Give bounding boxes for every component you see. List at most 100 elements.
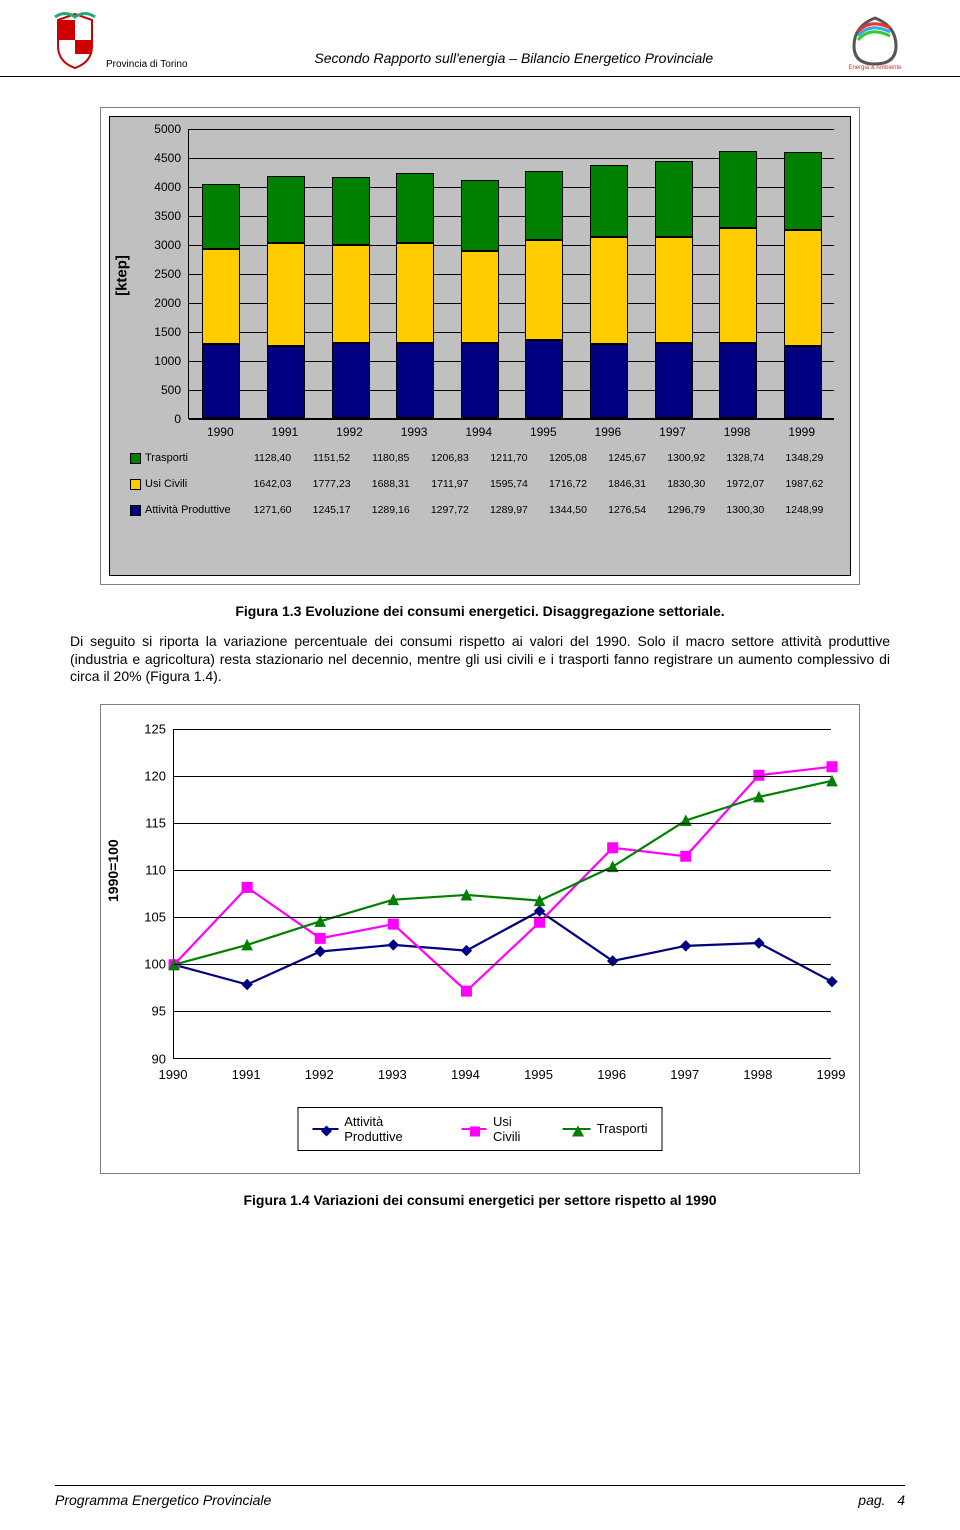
chart1-xtick: 1993 bbox=[389, 425, 439, 439]
legend2-marker-icon bbox=[321, 1124, 330, 1133]
bar-segment bbox=[461, 180, 499, 250]
chart1-ylabel: [ktep] bbox=[114, 255, 131, 296]
chart2-xtick: 1994 bbox=[435, 1067, 495, 1082]
chart2-xtick: 1992 bbox=[289, 1067, 349, 1082]
legend2-item: Trasporti bbox=[563, 1114, 648, 1144]
datatable-cell: 1300,30 bbox=[716, 504, 775, 516]
caption2: Figura 1.4 Variazioni dei consumi energe… bbox=[0, 1192, 960, 1208]
chart2-frame: 1990=100 9095100105110115120125 Attività… bbox=[100, 704, 860, 1174]
series-marker bbox=[388, 939, 398, 949]
bar-column bbox=[784, 152, 822, 418]
bar-segment bbox=[525, 171, 563, 241]
series-marker bbox=[681, 940, 691, 950]
legend-swatch bbox=[130, 453, 141, 464]
bar-segment bbox=[267, 176, 305, 243]
bar-segment bbox=[784, 230, 822, 345]
series-marker bbox=[827, 761, 837, 771]
bar-segment bbox=[267, 243, 305, 346]
chart2-xtick: 1990 bbox=[143, 1067, 203, 1082]
datatable-row: Attività Produttive1271,601245,171289,16… bbox=[130, 497, 834, 523]
datatable-row: Usi Civili1642,031777,231688,311711,9715… bbox=[130, 471, 834, 497]
chart2-xtick: 1993 bbox=[362, 1067, 422, 1082]
bar-segment bbox=[719, 151, 757, 228]
datatable-cell: 1642,03 bbox=[243, 478, 302, 490]
stacked-bar-chart: [ktep] 050010001500200025003000350040004… bbox=[109, 116, 851, 576]
chart2-xtick: 1998 bbox=[728, 1067, 788, 1082]
datatable-cell: 1297,72 bbox=[420, 504, 479, 516]
bar-segment bbox=[332, 177, 370, 245]
bar-segment bbox=[655, 237, 693, 343]
chart2-xtick: 1996 bbox=[582, 1067, 642, 1082]
chart1-xtick: 1994 bbox=[454, 425, 504, 439]
legend-swatch bbox=[130, 505, 141, 516]
datatable-cell: 1328,74 bbox=[716, 452, 775, 464]
datatable-cell: 1289,97 bbox=[479, 504, 538, 516]
datatable-cell: 1595,74 bbox=[479, 478, 538, 490]
chart1-xtick: 1996 bbox=[583, 425, 633, 439]
bar-column bbox=[590, 165, 628, 418]
bar-column bbox=[655, 161, 693, 418]
chart1-xtick: 1992 bbox=[325, 425, 375, 439]
svg-text:Energia & Ambiente: Energia & Ambiente bbox=[848, 65, 902, 71]
page-header: Provincia di Torino Secondo Rapporto sul… bbox=[0, 0, 960, 77]
datatable-cell: 1245,17 bbox=[302, 504, 361, 516]
datatable-cell: 1348,29 bbox=[775, 452, 834, 464]
legend2-line bbox=[313, 1128, 339, 1130]
legend-label: Trasporti bbox=[145, 452, 188, 464]
series-marker bbox=[315, 946, 325, 956]
bar-segment bbox=[461, 343, 499, 418]
bar-segment bbox=[396, 243, 434, 342]
legend2-line bbox=[563, 1128, 591, 1130]
legend2-line bbox=[461, 1128, 487, 1130]
legend-item: Attività Produttive bbox=[130, 504, 243, 516]
bar-segment bbox=[590, 344, 628, 418]
bar-segment bbox=[719, 343, 757, 418]
chart1-plot: 0500100015002000250030003500400045005000 bbox=[188, 129, 834, 419]
legend2-label: Attività Produttive bbox=[344, 1114, 437, 1144]
chart2-xtick: 1999 bbox=[801, 1067, 861, 1082]
series-marker bbox=[315, 933, 325, 943]
datatable-cell: 1151,52 bbox=[302, 452, 361, 464]
datatable-cell: 1987,62 bbox=[775, 478, 834, 490]
series-marker bbox=[754, 938, 764, 948]
bar-segment bbox=[396, 173, 434, 243]
datatable-cell: 1296,79 bbox=[657, 504, 716, 516]
datatable-cell: 1344,50 bbox=[538, 504, 597, 516]
bar-column bbox=[719, 151, 757, 418]
bar-column bbox=[332, 177, 370, 418]
bar-segment bbox=[202, 184, 240, 249]
series-marker bbox=[827, 976, 837, 986]
datatable-cell: 1211,70 bbox=[479, 452, 538, 464]
series-marker bbox=[681, 851, 691, 861]
chart1-xtick: 1999 bbox=[777, 425, 827, 439]
chart2-legend: Attività ProduttiveUsi CiviliTrasporti bbox=[298, 1107, 663, 1151]
bar-column bbox=[525, 171, 563, 418]
legend2-label: Trasporti bbox=[597, 1121, 648, 1136]
bar-segment bbox=[784, 346, 822, 418]
bar-segment bbox=[525, 340, 563, 418]
bar-segment bbox=[461, 251, 499, 344]
chart1-xtick: 1995 bbox=[518, 425, 568, 439]
datatable-cell: 1300,92 bbox=[657, 452, 716, 464]
datatable-cell: 1716,72 bbox=[538, 478, 597, 490]
legend2-item: Attività Produttive bbox=[313, 1114, 438, 1144]
series-marker bbox=[388, 919, 398, 929]
chart2-ylabel: 1990=100 bbox=[105, 839, 121, 902]
datatable-cell: 1180,85 bbox=[361, 452, 420, 464]
chart1-xtick: 1991 bbox=[260, 425, 310, 439]
datatable-cell: 1830,30 bbox=[657, 478, 716, 490]
datatable-row: Trasporti1128,401151,521180,851206,83121… bbox=[130, 445, 834, 471]
bar-segment bbox=[332, 245, 370, 343]
datatable-cell: 1271,60 bbox=[243, 504, 302, 516]
series-marker bbox=[535, 917, 545, 927]
legend2-marker-icon bbox=[470, 1124, 479, 1133]
bar-segment bbox=[202, 249, 240, 344]
chart2-xtick: 1991 bbox=[216, 1067, 276, 1082]
datatable-cell: 1248,99 bbox=[775, 504, 834, 516]
page-footer: Programma Energetico Provinciale pag. 4 bbox=[55, 1485, 905, 1508]
footer-left: Programma Energetico Provinciale bbox=[55, 1492, 271, 1508]
chart1-xtick: 1997 bbox=[648, 425, 698, 439]
datatable-cell: 1289,16 bbox=[361, 504, 420, 516]
datatable-cell: 1711,97 bbox=[420, 478, 479, 490]
crest-icon bbox=[50, 12, 100, 70]
